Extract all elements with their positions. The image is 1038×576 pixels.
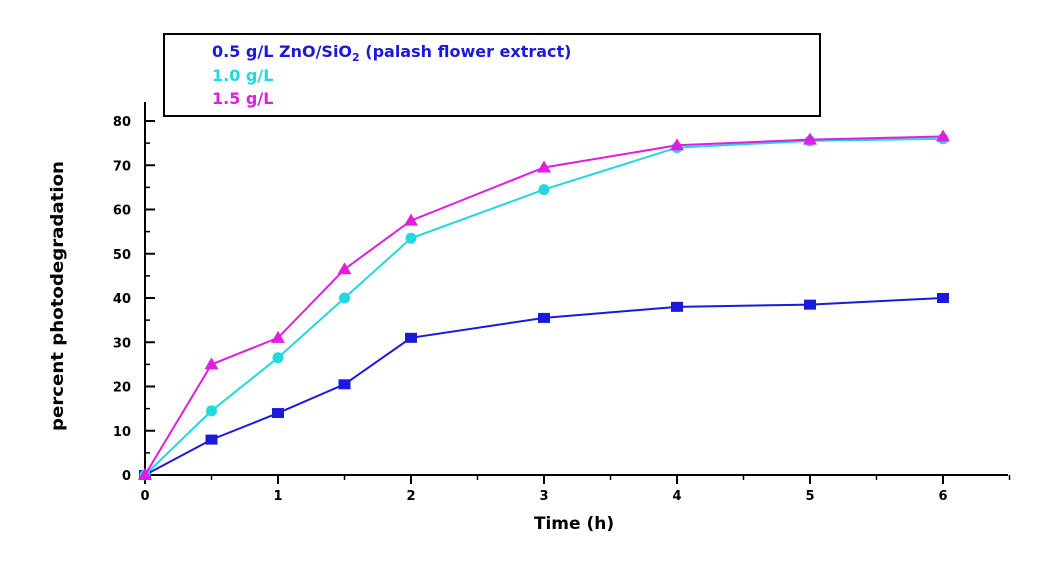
y-axis-title: percent photodegradation — [48, 161, 68, 431]
data-point — [138, 468, 152, 480]
data-point — [537, 160, 551, 173]
legend: 0.5 g/L ZnO/SiO2 (palash flower extract)… — [163, 33, 821, 117]
series-line-0 — [144, 297, 944, 476]
data-point — [272, 352, 284, 364]
x-tick-label: 4 — [672, 489, 681, 504]
data-point — [206, 405, 217, 417]
y-tick-label: 40 — [113, 292, 131, 307]
data-point — [671, 301, 683, 312]
legend-label-0-part-a: 0.5 g/L ZnO/SiO — [212, 42, 352, 61]
series-2 — [138, 129, 950, 480]
x-axis-title: Time (h) — [534, 514, 614, 534]
data-point — [405, 332, 417, 343]
series-1 — [139, 133, 949, 481]
data-point — [937, 293, 949, 303]
data-point — [338, 379, 351, 390]
legend-box — [163, 33, 821, 117]
legend-label-0-subscript: 2 — [352, 51, 360, 64]
x-tick-label: 1 — [273, 489, 282, 504]
legend-label-1: 1.0 g/L — [212, 66, 273, 85]
data-point — [271, 330, 285, 343]
x-tick-label: 2 — [406, 489, 415, 504]
y-tick-label: 30 — [113, 336, 131, 351]
series-0 — [139, 293, 949, 480]
data-point — [404, 213, 418, 226]
x-tick-label: 0 — [140, 489, 149, 504]
data-point — [405, 232, 417, 244]
y-tick-label: 60 — [113, 204, 131, 219]
data-point — [337, 262, 352, 275]
data-point — [339, 292, 350, 304]
y-tick-label: 20 — [113, 381, 131, 396]
data-point — [538, 184, 550, 196]
data-point — [204, 357, 219, 370]
x-tick-label: 6 — [938, 489, 947, 504]
axes — [144, 102, 1008, 476]
legend-label-0-part-b: (palash flower extract) — [360, 42, 572, 61]
data-point — [205, 434, 218, 445]
ticks: 0 10 20 30 40 50 60 70 80 0 1 2 3 4 5 6 — [113, 115, 1011, 504]
legend-label-0: 0.5 g/L ZnO/SiO2 (palash flower extract) — [212, 42, 571, 64]
y-tick-label: 10 — [113, 425, 131, 440]
data-point — [804, 299, 816, 310]
y-tick-label: 70 — [113, 159, 131, 174]
y-tick-label: 80 — [113, 115, 131, 130]
series-layer — [138, 129, 950, 481]
data-point — [670, 138, 684, 151]
data-point — [936, 129, 950, 142]
x-tick-label: 5 — [805, 489, 814, 504]
data-point — [272, 408, 284, 419]
y-tick-label: 0 — [122, 469, 131, 484]
data-point — [803, 132, 817, 145]
data-point — [538, 312, 550, 323]
x-tick-label: 3 — [539, 489, 548, 504]
y-tick-label: 50 — [113, 248, 131, 263]
legend-label-2: 1.5 g/L — [212, 89, 273, 108]
